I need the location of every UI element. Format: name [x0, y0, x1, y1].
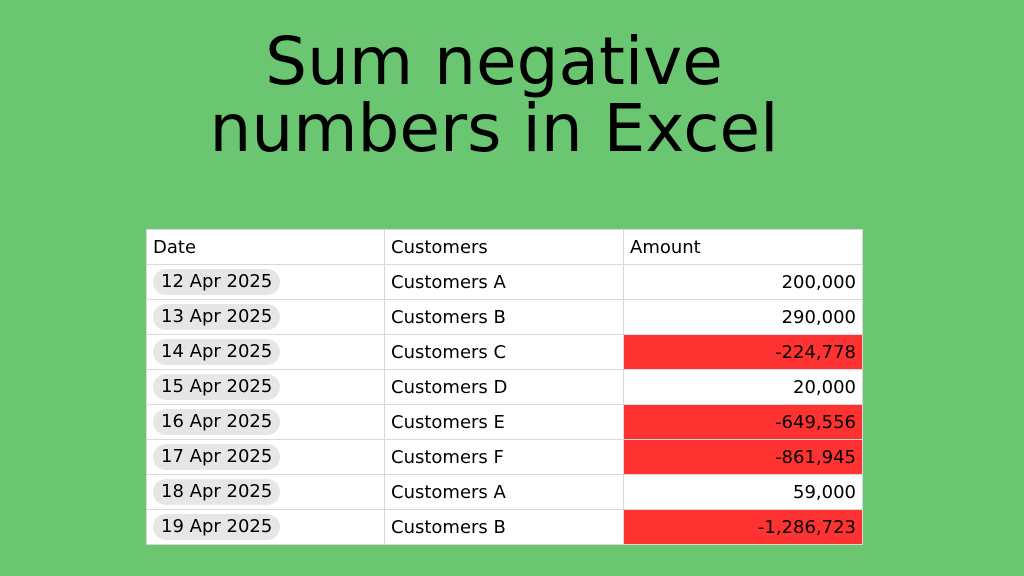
date-cell: 16 Apr 2025: [146, 404, 385, 440]
date-chip[interactable]: 16 Apr 2025: [153, 409, 281, 435]
header-date: Date: [146, 229, 385, 265]
table-row: 13 Apr 2025 Customers B 290,000: [146, 299, 863, 335]
amount-cell-negative: -1,286,723: [623, 509, 863, 545]
customer-cell: Customers F: [384, 439, 624, 475]
amount-cell-negative: -224,778: [623, 334, 863, 370]
data-table: Date Customers Amount 12 Apr 2025 Custom…: [146, 229, 863, 545]
customer-cell: Customers E: [384, 404, 624, 440]
table-row: 15 Apr 2025 Customers D 20,000: [146, 369, 863, 405]
amount-cell: 290,000: [623, 299, 863, 335]
table-row: 12 Apr 2025 Customers A 200,000: [146, 264, 863, 300]
date-cell: 14 Apr 2025: [146, 334, 385, 370]
table-row: 17 Apr 2025 Customers F -861,945: [146, 439, 863, 475]
page-title: Sum negative numbers in Excel: [0, 28, 988, 162]
table-row: 14 Apr 2025 Customers C -224,778: [146, 334, 863, 370]
amount-cell: 59,000: [623, 474, 863, 510]
header-customers: Customers: [384, 229, 624, 265]
table-row: 19 Apr 2025 Customers B -1,286,723: [146, 509, 863, 545]
customer-cell: Customers D: [384, 369, 624, 405]
date-cell: 17 Apr 2025: [146, 439, 385, 475]
title-line-2: numbers in Excel: [209, 90, 779, 167]
title-line-1: Sum negative: [265, 23, 723, 100]
customer-cell: Customers C: [384, 334, 624, 370]
date-chip[interactable]: 14 Apr 2025: [153, 339, 281, 365]
amount-cell-negative: -861,945: [623, 439, 863, 475]
header-amount: Amount: [623, 229, 863, 265]
date-cell: 18 Apr 2025: [146, 474, 385, 510]
date-chip[interactable]: 12 Apr 2025: [153, 269, 281, 295]
date-cell: 12 Apr 2025: [146, 264, 385, 300]
date-chip[interactable]: 13 Apr 2025: [153, 304, 281, 330]
date-cell: 15 Apr 2025: [146, 369, 385, 405]
amount-cell-negative: -649,556: [623, 404, 863, 440]
date-cell: 13 Apr 2025: [146, 299, 385, 335]
table-row: 16 Apr 2025 Customers E -649,556: [146, 404, 863, 440]
amount-cell: 20,000: [623, 369, 863, 405]
date-chip[interactable]: 19 Apr 2025: [153, 514, 281, 540]
table-header-row: Date Customers Amount: [146, 229, 863, 265]
table-row: 18 Apr 2025 Customers A 59,000: [146, 474, 863, 510]
date-chip[interactable]: 15 Apr 2025: [153, 374, 281, 400]
amount-cell: 200,000: [623, 264, 863, 300]
date-chip[interactable]: 17 Apr 2025: [153, 444, 281, 470]
customer-cell: Customers B: [384, 509, 624, 545]
date-chip[interactable]: 18 Apr 2025: [153, 479, 281, 505]
customer-cell: Customers A: [384, 474, 624, 510]
date-cell: 19 Apr 2025: [146, 509, 385, 545]
customer-cell: Customers B: [384, 299, 624, 335]
customer-cell: Customers A: [384, 264, 624, 300]
